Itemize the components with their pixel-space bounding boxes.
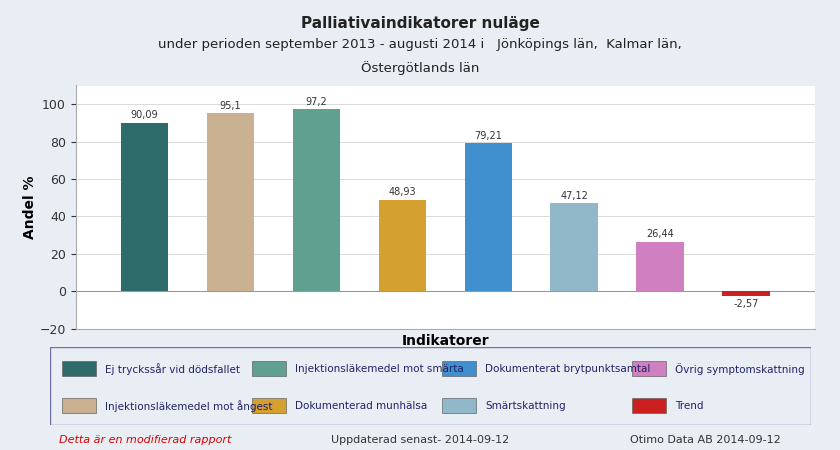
Bar xyxy=(121,123,168,291)
Text: 90,09: 90,09 xyxy=(130,110,158,121)
Y-axis label: Andel %: Andel % xyxy=(23,175,37,239)
Text: Dokumenterad munhälsa: Dokumenterad munhälsa xyxy=(295,400,428,410)
Text: Östergötlands län: Östergötlands län xyxy=(361,61,479,75)
Bar xyxy=(632,399,666,413)
Text: 48,93: 48,93 xyxy=(388,187,416,198)
Bar xyxy=(442,361,476,376)
Text: Injektionsläkemedel mot smärta: Injektionsläkemedel mot smärta xyxy=(295,364,464,374)
Text: Detta är en modifierad rapport: Detta är en modifierad rapport xyxy=(59,435,231,445)
Text: Injektionsläkemedel mot ångest: Injektionsläkemedel mot ångest xyxy=(105,400,273,411)
Bar xyxy=(722,291,769,296)
Bar xyxy=(379,200,426,291)
Bar xyxy=(465,143,512,291)
Text: Övrig symptomskattning: Övrig symptomskattning xyxy=(675,363,805,374)
Text: under perioden september 2013 - augusti 2014 i   Jönköpings län,  Kalmar län,: under perioden september 2013 - augusti … xyxy=(158,38,682,51)
Text: Dokumenterat brytpunktsamtal: Dokumenterat brytpunktsamtal xyxy=(486,364,651,374)
Bar xyxy=(637,242,684,291)
Bar xyxy=(292,109,340,291)
Text: 95,1: 95,1 xyxy=(219,101,241,111)
Bar xyxy=(252,361,286,376)
Text: 79,21: 79,21 xyxy=(475,131,502,141)
Bar xyxy=(62,361,96,376)
Text: 97,2: 97,2 xyxy=(306,97,327,107)
Text: Ej tryckssår vid dödsfallet: Ej tryckssår vid dödsfallet xyxy=(105,363,240,374)
Bar xyxy=(207,113,254,291)
Bar xyxy=(62,399,96,413)
Text: 47,12: 47,12 xyxy=(560,191,588,201)
Text: Smärtskattning: Smärtskattning xyxy=(486,400,566,410)
Text: Trend: Trend xyxy=(675,400,704,410)
Bar xyxy=(550,203,598,291)
Text: Palliativaindikatorer nuläge: Palliativaindikatorer nuläge xyxy=(301,16,539,31)
Bar xyxy=(632,361,666,376)
Bar xyxy=(252,399,286,413)
Bar xyxy=(442,399,476,413)
Text: Otimo Data AB 2014-09-12: Otimo Data AB 2014-09-12 xyxy=(631,435,781,445)
Text: Uppdaterad senast- 2014-09-12: Uppdaterad senast- 2014-09-12 xyxy=(331,435,509,445)
Text: 26,44: 26,44 xyxy=(646,230,674,239)
X-axis label: Indikatorer: Indikatorer xyxy=(402,334,489,348)
Text: -2,57: -2,57 xyxy=(733,299,759,309)
